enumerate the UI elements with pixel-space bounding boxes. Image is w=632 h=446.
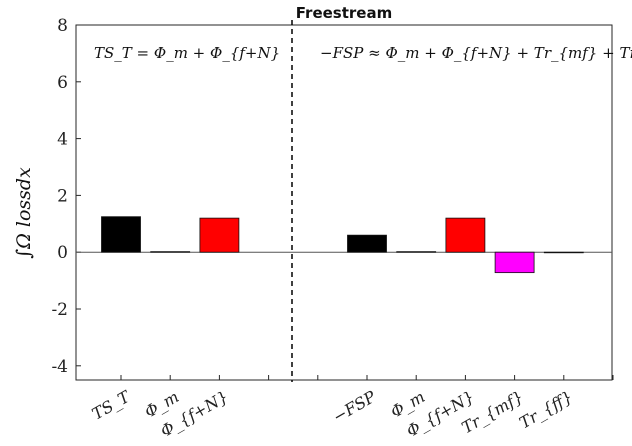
- y-axis-ticks: -4 -2 0 2 4 6 8: [51, 16, 81, 377]
- y-tick-label: 2: [57, 186, 68, 206]
- bar: [396, 251, 437, 253]
- y-tick-label: -2: [51, 300, 68, 320]
- y-tick-label: -4: [51, 357, 68, 377]
- y-tick-label: 8: [57, 16, 68, 36]
- x-tick-label: TS_T: [89, 386, 135, 423]
- bars: [101, 216, 584, 274]
- y-tick-label: 4: [57, 130, 68, 150]
- bar: [150, 251, 191, 253]
- x-tick-label: Tr_{ff}: [516, 387, 576, 432]
- chart-title: Freestream: [296, 4, 392, 22]
- x-tick-label: −FSP: [329, 387, 379, 427]
- y-tick-label: 6: [57, 73, 68, 93]
- bar: [347, 234, 387, 253]
- plot-area: [75, 24, 613, 381]
- x-axis-ticks: TS_T Φ_mΦ_{f+N} −FSP Φ_mΦ_{f+N}Tr_{mf}Tr_{f…: [89, 375, 614, 441]
- bar: [199, 217, 240, 253]
- annotation-right: −FSP ≈ Φ_m + Φ_{f+N} + Tr_{mf} + Tr_{ff}: [320, 44, 632, 62]
- bar: [543, 251, 584, 254]
- y-tick-label: 0: [57, 243, 68, 263]
- bar: [494, 251, 535, 274]
- bar: [445, 217, 486, 253]
- y-axis-label: ∫Ω lossdx: [13, 167, 35, 259]
- bar: [101, 216, 141, 253]
- annotation-left: TS_T = Φ_m + Φ_{f+N}: [94, 44, 280, 62]
